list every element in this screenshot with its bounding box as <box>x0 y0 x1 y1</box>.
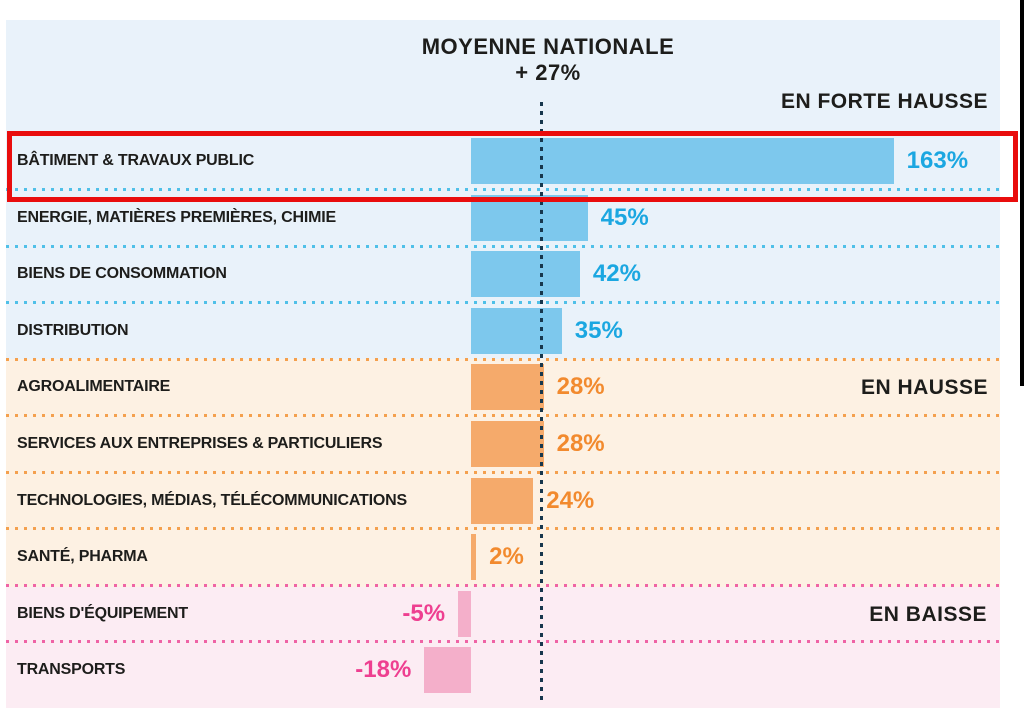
category-label: ENERGIE, MATIÈRES PREMIÈRES, CHIMIE <box>17 208 336 226</box>
value-label: 35% <box>574 316 623 344</box>
value-label: 45% <box>600 203 649 231</box>
category-label: TECHNOLOGIES, MÉDIAS, TÉLÉCOMMUNICATIONS <box>17 491 407 509</box>
value-bar <box>471 534 477 581</box>
value-label: 2% <box>489 543 524 571</box>
row-separator-dotted-line <box>6 244 1000 248</box>
category-label: TRANSPORTS <box>17 661 126 679</box>
zone-label-rise: EN HAUSSE <box>860 376 988 399</box>
value-label: -5% <box>402 599 446 627</box>
zone-label-strong-rise: EN FORTE HAUSSE <box>780 90 988 113</box>
page-edge-line <box>1020 0 1024 386</box>
row-separator-dotted-line <box>6 301 1000 305</box>
value-bar <box>471 251 580 298</box>
row-separator-dotted-line <box>6 188 1000 192</box>
value-bar <box>471 477 534 524</box>
category-label: AGROALIMENTAIRE <box>17 378 171 396</box>
value-label: 28% <box>556 373 605 401</box>
value-bar <box>471 421 544 468</box>
value-bar <box>471 194 588 241</box>
row-separator-dotted-line <box>6 527 1000 531</box>
national-average-title: MOYENNE NATIONALE + 27% <box>422 34 675 86</box>
national-average-value: + 27% <box>515 60 581 85</box>
national-average-label: MOYENNE NATIONALE <box>421 34 675 59</box>
category-label: DISTRIBUTION <box>17 321 129 339</box>
value-bar <box>471 307 562 354</box>
zone-label-fall: EN BAISSE <box>869 603 987 626</box>
value-label: 163% <box>906 147 969 175</box>
category-label: BIENS D'ÉQUIPEMENT <box>17 604 188 622</box>
highlight-box <box>7 131 1018 202</box>
category-label: BÂTIMENT & TRAVAUX PUBLIC <box>17 152 255 170</box>
category-label: SERVICES AUX ENTREPRISES & PARTICULIERS <box>17 435 383 453</box>
value-label: 24% <box>546 486 595 514</box>
value-bar <box>424 647 471 694</box>
row-separator-dotted-line <box>6 470 1000 474</box>
category-label: SANTÉ, PHARMA <box>17 548 148 566</box>
value-label: 28% <box>556 430 605 458</box>
national-average-reference-line <box>540 102 543 703</box>
category-label: BIENS DE CONSOMMATION <box>17 265 227 283</box>
value-bar <box>458 590 471 637</box>
zone-band-fall <box>6 587 1000 708</box>
row-separator-dotted-line <box>6 357 1000 361</box>
value-label: 42% <box>592 260 641 288</box>
row-separator-dotted-line <box>6 640 1000 644</box>
value-label: -18% <box>355 656 412 684</box>
value-bar <box>471 364 544 411</box>
row-separator-dotted-line <box>6 414 1000 418</box>
row-separator-dotted-line <box>6 583 1000 587</box>
